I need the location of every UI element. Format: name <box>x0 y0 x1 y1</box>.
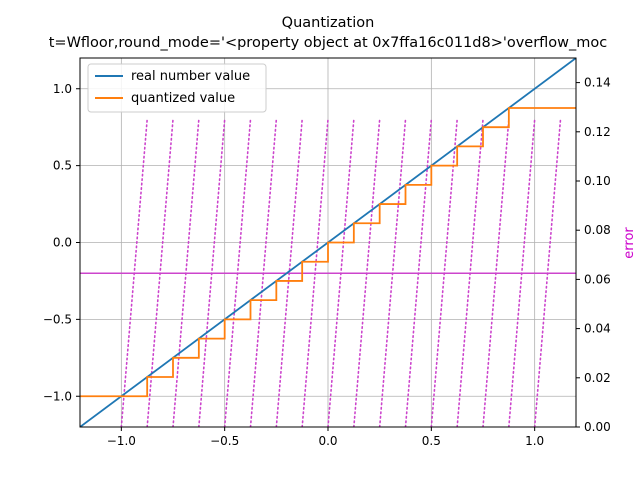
y2-tick-label: 0.04 <box>584 322 611 336</box>
ticks: −1.0 −0.5 0.0 0.5 1.0 −1.0 −0.5 0.0 0.5 1.0 0.00 0.… <box>43 76 611 448</box>
grid <box>80 58 576 427</box>
y-tick-label: −0.5 <box>43 312 72 326</box>
legend-box <box>87 63 267 113</box>
y2-tick-label: 0.12 <box>584 125 611 139</box>
series <box>80 58 576 427</box>
y-tick-label: 0.5 <box>53 159 72 173</box>
legend: real number value quantized value <box>87 63 267 113</box>
quantized-step-line <box>80 107 576 398</box>
y-tick-label: −1.0 <box>43 389 72 403</box>
x-tick-label: −0.5 <box>210 434 239 448</box>
x-tick-label: 0.5 <box>422 434 441 448</box>
legend-label-quantized: quantized value <box>131 91 235 106</box>
y2-tick-label: 0.02 <box>584 371 611 385</box>
y2-axis-label: error <box>622 227 637 259</box>
y-tick-label: 0.0 <box>53 236 72 250</box>
x-tick-label: 1.0 <box>525 434 544 448</box>
y2-tick-label: 0.10 <box>584 174 611 188</box>
y2-tick-label: 0.14 <box>584 76 611 90</box>
y2-tick-label: 0.08 <box>584 223 611 237</box>
legend-label-real: real number value <box>131 69 250 84</box>
y2-tick-label: 0.00 <box>584 420 611 434</box>
x-tick-label: −1.0 <box>107 434 136 448</box>
x-tick-label: 0.0 <box>318 434 337 448</box>
y-tick-label: 1.0 <box>53 82 72 96</box>
chart-subtitle: t=Wfloor,round_mode='<property object at… <box>49 35 608 51</box>
chart-title: Quantization <box>282 15 375 31</box>
y2-tick-label: 0.06 <box>584 272 611 286</box>
